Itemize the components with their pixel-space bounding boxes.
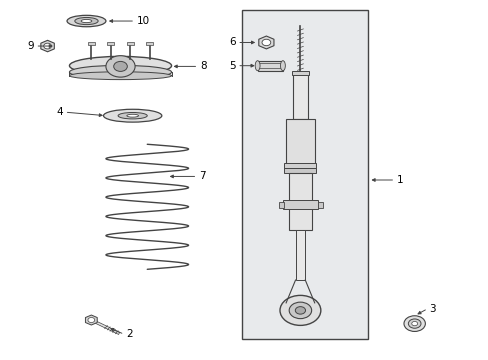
Bar bbox=[292, 73, 307, 119]
Text: 9: 9 bbox=[27, 41, 34, 51]
Text: 8: 8 bbox=[200, 62, 206, 71]
Ellipse shape bbox=[255, 61, 260, 71]
Text: 4: 4 bbox=[57, 107, 63, 117]
Text: 10: 10 bbox=[136, 16, 149, 26]
Ellipse shape bbox=[103, 109, 162, 122]
Circle shape bbox=[106, 56, 135, 77]
Text: 2: 2 bbox=[125, 329, 132, 339]
Circle shape bbox=[43, 43, 51, 49]
Text: 3: 3 bbox=[428, 303, 435, 314]
Ellipse shape bbox=[69, 65, 171, 79]
Bar bbox=[107, 42, 114, 45]
Circle shape bbox=[262, 39, 270, 46]
Text: 7: 7 bbox=[199, 171, 205, 181]
Ellipse shape bbox=[67, 15, 106, 27]
Ellipse shape bbox=[69, 72, 171, 80]
Polygon shape bbox=[85, 315, 97, 325]
Circle shape bbox=[403, 316, 425, 332]
Polygon shape bbox=[258, 36, 273, 49]
Bar bbox=[126, 42, 133, 45]
Ellipse shape bbox=[126, 114, 138, 117]
Text: 1: 1 bbox=[396, 175, 403, 185]
Bar bbox=[291, 71, 308, 75]
Ellipse shape bbox=[81, 19, 92, 23]
Ellipse shape bbox=[75, 18, 98, 24]
Bar bbox=[146, 42, 153, 45]
Bar bbox=[284, 163, 316, 168]
Ellipse shape bbox=[118, 112, 147, 119]
Circle shape bbox=[295, 307, 305, 314]
Text: 5: 5 bbox=[229, 61, 235, 71]
Polygon shape bbox=[41, 40, 54, 52]
Ellipse shape bbox=[280, 61, 285, 71]
Bar bbox=[286, 119, 314, 164]
Bar bbox=[317, 202, 322, 207]
Circle shape bbox=[407, 319, 420, 328]
Bar bbox=[88, 42, 95, 45]
Text: 6: 6 bbox=[229, 37, 235, 48]
Bar bbox=[242, 10, 368, 339]
Bar bbox=[288, 173, 311, 230]
Bar bbox=[257, 61, 283, 71]
Circle shape bbox=[411, 321, 417, 326]
Circle shape bbox=[280, 296, 320, 325]
Bar bbox=[295, 230, 305, 280]
Bar bbox=[283, 200, 317, 208]
Circle shape bbox=[88, 318, 95, 323]
Bar bbox=[279, 202, 284, 207]
Ellipse shape bbox=[69, 57, 171, 75]
Circle shape bbox=[114, 62, 127, 71]
Circle shape bbox=[288, 302, 311, 319]
Bar bbox=[284, 168, 316, 173]
